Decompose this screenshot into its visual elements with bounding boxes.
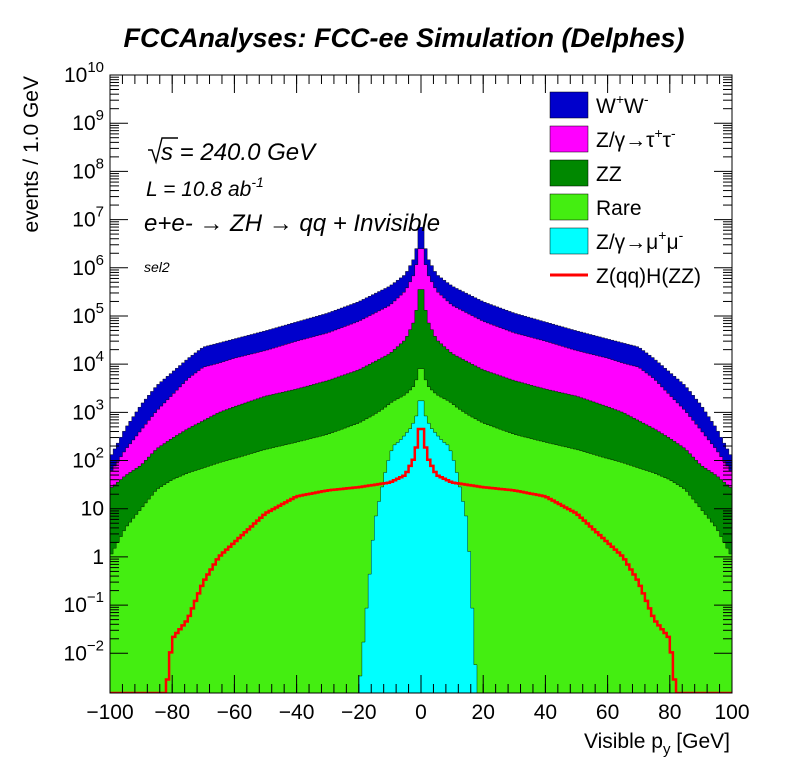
x-tick-label: 0 <box>415 701 427 724</box>
x-tick-label: −20 <box>341 701 377 724</box>
x-tick-label: −100 <box>86 701 133 724</box>
legend: W+W- Z/γ→τ+τ- ZZ Rare Z/γ→μ+μ- Z(qq)H(ZZ) <box>549 91 701 288</box>
y-tick-label: 10 <box>81 498 104 521</box>
x-axis: −100 −80 −60 −40 −20 0 20 40 60 80 100 <box>86 75 750 724</box>
x-tick-label: 100 <box>714 701 749 724</box>
annotation-energy: s = 240.0 GeV <box>148 137 317 166</box>
y-axis-label: events / 1.0 GeV <box>20 76 43 232</box>
y-axis: 10−2 10−1 1 10 102 103 104 105 106 107 108 109 1010 <box>64 59 732 665</box>
legend-label-w-w-: W+W- <box>596 91 649 118</box>
x-tick-label: −40 <box>279 701 315 724</box>
series-z- <box>110 400 732 693</box>
legend-label-z-qq-h-zz-: Z(qq)H(ZZ) <box>596 265 701 288</box>
annotation-process: e+e- → ZH → qq + Invisible <box>144 210 440 237</box>
series-line-z-qq-h-zz- <box>110 427 732 693</box>
y-tick-label: 10−2 <box>64 637 104 665</box>
legend-label-zz: ZZ <box>596 163 622 186</box>
y-tick-label: 102 <box>72 445 104 473</box>
x-tick-label: 40 <box>534 701 557 724</box>
x-axis-label: Visible py [GeV] <box>584 730 730 758</box>
x-tick-label: −80 <box>154 701 190 724</box>
sqrt-icon <box>148 137 178 165</box>
annotation-selection: sel2 <box>144 259 170 275</box>
y-tick-label: 1010 <box>64 59 104 87</box>
x-tick-label: 20 <box>472 701 495 724</box>
svg-text:s = 240.0 GeV: s = 240.0 GeV <box>161 139 317 166</box>
legend-swatch-zz <box>549 159 589 187</box>
annotation-lumi: L = 10.8 ab-1 <box>146 174 264 201</box>
x-tick-label: 80 <box>658 701 681 724</box>
chart-title: FCCAnalyses: FCC-ee Simulation (Delphes) <box>123 23 684 53</box>
legend-swatch-z- <box>549 125 589 153</box>
x-tick-label: 60 <box>596 701 619 724</box>
y-tick-label: 103 <box>72 396 104 424</box>
y-tick-label: 108 <box>72 155 104 183</box>
legend-swatch-w-w- <box>549 91 589 119</box>
y-tick-label: 106 <box>72 252 104 280</box>
legend-label-z-: Z/γ→τ+τ- <box>596 125 676 152</box>
legend-swatch-z- <box>549 227 589 255</box>
legend-swatch-rare <box>549 193 589 221</box>
x-tick-label: −60 <box>217 701 253 724</box>
series-layer <box>110 226 732 693</box>
y-tick-label: 105 <box>72 300 104 328</box>
y-tick-label: 109 <box>72 107 104 135</box>
y-tick-label: 1 <box>92 546 104 569</box>
y-tick-label: 104 <box>72 348 104 376</box>
y-tick-label: 10−1 <box>64 589 104 617</box>
legend-label-z-: Z/γ→μ+μ- <box>596 227 684 254</box>
legend-label-rare: Rare <box>596 197 642 220</box>
y-tick-label: 107 <box>72 204 104 232</box>
